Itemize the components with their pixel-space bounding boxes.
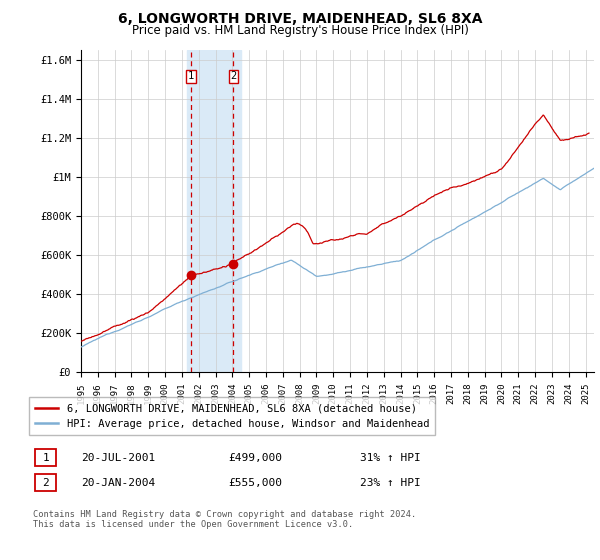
Text: 1: 1: [188, 71, 194, 81]
Text: 23% ↑ HPI: 23% ↑ HPI: [360, 478, 421, 488]
Text: Price paid vs. HM Land Registry's House Price Index (HPI): Price paid vs. HM Land Registry's House …: [131, 24, 469, 36]
Text: 31% ↑ HPI: 31% ↑ HPI: [360, 452, 421, 463]
Text: 1: 1: [42, 452, 49, 463]
FancyBboxPatch shape: [35, 449, 56, 466]
Legend: 6, LONGWORTH DRIVE, MAIDENHEAD, SL6 8XA (detached house), HPI: Average price, de: 6, LONGWORTH DRIVE, MAIDENHEAD, SL6 8XA …: [29, 397, 436, 435]
Text: 6, LONGWORTH DRIVE, MAIDENHEAD, SL6 8XA: 6, LONGWORTH DRIVE, MAIDENHEAD, SL6 8XA: [118, 12, 482, 26]
Text: Contains HM Land Registry data © Crown copyright and database right 2024.
This d: Contains HM Land Registry data © Crown c…: [33, 510, 416, 529]
Text: 20-JUL-2001: 20-JUL-2001: [81, 452, 155, 463]
Text: 2: 2: [230, 71, 236, 81]
FancyBboxPatch shape: [35, 474, 56, 491]
Text: £555,000: £555,000: [228, 478, 282, 488]
Text: 20-JAN-2004: 20-JAN-2004: [81, 478, 155, 488]
Bar: [187, 50, 241, 372]
Text: 2: 2: [42, 478, 49, 488]
Text: £499,000: £499,000: [228, 452, 282, 463]
